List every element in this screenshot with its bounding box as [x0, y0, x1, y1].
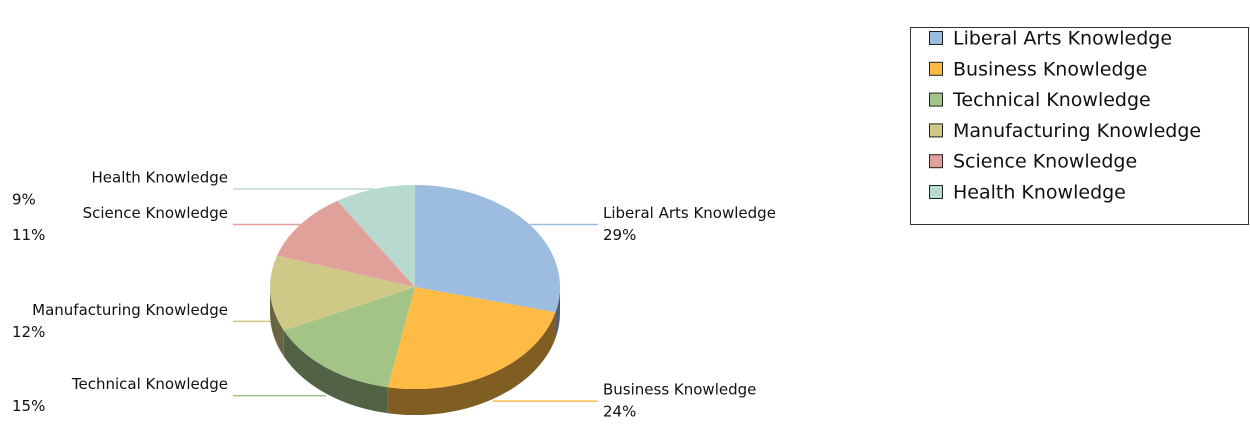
legend-swatch: [929, 61, 943, 76]
slice-side: [387, 312, 556, 415]
legend-label: Manufacturing Knowledge: [953, 120, 1201, 142]
slice-side: [555, 287, 560, 339]
legend-label: Liberal Arts Knowledge: [953, 28, 1172, 50]
slice: [277, 200, 415, 287]
legend-swatch: [929, 154, 943, 169]
legend-box: [910, 27, 1249, 225]
slice-value-label: 24%: [603, 403, 636, 421]
legend-label: Health Knowledge: [953, 182, 1126, 204]
slice: [337, 185, 415, 287]
slice-value-label: 9%: [12, 191, 36, 209]
legend-swatch: [929, 123, 943, 138]
slice-label: Health Knowledge: [92, 169, 228, 187]
slice-top: [269, 255, 415, 331]
slice-value-label: 12%: [12, 323, 45, 341]
slice: [415, 185, 561, 339]
slice: [387, 287, 556, 415]
slice: [283, 287, 415, 414]
slice-top: [277, 200, 415, 287]
slice-top: [283, 287, 415, 388]
legend-label: Science Knowledge: [953, 151, 1137, 173]
legend-swatch: [929, 92, 943, 107]
slice-top: [337, 185, 415, 287]
legend-swatch: [929, 31, 943, 45]
slice-label: Business Knowledge: [603, 381, 756, 399]
slice: [269, 255, 415, 357]
legend-label: Technical Knowledge: [952, 89, 1151, 111]
slice-top: [387, 287, 556, 389]
slice-value-label: 29%: [603, 226, 636, 244]
slice-value-label: 15%: [12, 397, 45, 415]
legend-label: Business Knowledge: [953, 58, 1147, 80]
slice-label: Liberal Arts Knowledge: [603, 204, 776, 222]
slice-top: [415, 185, 561, 313]
slice-side: [270, 287, 284, 357]
slice-label: Technical Knowledge: [71, 375, 228, 393]
slice-value-label: 11%: [12, 226, 45, 244]
legend-swatch: [929, 185, 943, 199]
slice-side: [283, 330, 388, 414]
legend: Liberal Arts Knowledge Business Knowledge…: [910, 27, 1249, 225]
slice-label: Manufacturing Knowledge: [32, 301, 228, 319]
slice-label: Science Knowledge: [83, 204, 228, 222]
